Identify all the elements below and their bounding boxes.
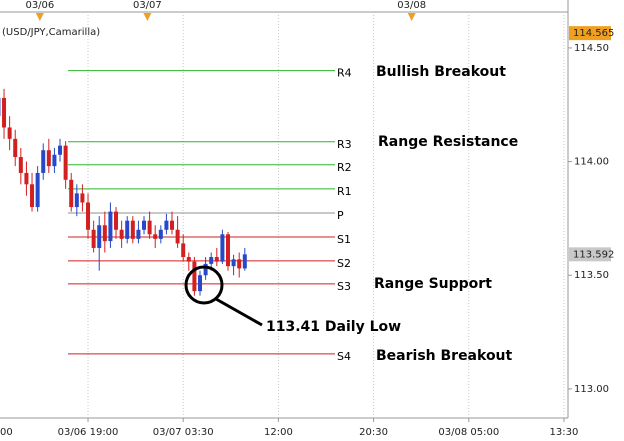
candle-body [231, 259, 236, 267]
chart-title: (USD/JPY,Camarilla) [2, 27, 100, 38]
candle-body [7, 127, 12, 139]
candle-body [119, 229, 124, 239]
x-tick-label: 03/06 19:00 [58, 427, 119, 438]
candle-body [192, 261, 197, 292]
x-tick-label: 13:30 [550, 427, 579, 438]
candle-body [18, 157, 23, 173]
candle-body [209, 257, 214, 264]
y-tick-label: 113.50 [574, 270, 609, 281]
candle-body [35, 172, 40, 208]
candle-body [52, 154, 57, 167]
candle-body [203, 263, 208, 276]
x-tick-label: 016 10:00 [0, 427, 13, 438]
annotation: Range Resistance [378, 134, 518, 150]
candle-body [186, 257, 191, 262]
candle-body [102, 225, 107, 242]
x-tick-label: 03/07 03:30 [153, 427, 214, 438]
candle-body [147, 220, 152, 235]
candle-body [142, 220, 147, 230]
candle-body [46, 150, 51, 167]
pivot-label: R4 [337, 67, 352, 80]
y-tick-label: 114.50 [574, 43, 609, 54]
session-marker [35, 13, 44, 21]
candle-body [237, 259, 242, 269]
annotation: 113.41 Daily Low [266, 319, 401, 335]
candle-body [97, 225, 102, 248]
candle-body [198, 275, 203, 292]
y-tick-label: 113.00 [574, 384, 609, 395]
pivot-label: R1 [337, 185, 352, 198]
candle-body [24, 172, 29, 185]
price-badge-label: 114.565 [573, 28, 614, 39]
candle-body [58, 145, 63, 155]
low-highlight [184, 265, 224, 305]
pivot-label: S3 [337, 280, 351, 293]
low-pointer [215, 297, 263, 327]
candle-body [41, 150, 46, 173]
annotation: Range Support [374, 276, 492, 292]
candle-body [170, 220, 175, 230]
candle-body [158, 229, 163, 239]
session-label: 03/07 [133, 0, 162, 11]
price-badge [569, 26, 611, 41]
candle-body [2, 97, 7, 128]
candle-body [175, 229, 180, 244]
candle-body [181, 243, 186, 258]
candle-body [69, 179, 74, 208]
candle-body [164, 220, 169, 230]
candle-body [80, 193, 85, 203]
candle-body [130, 220, 135, 239]
pivot-label: S4 [337, 350, 351, 363]
candle-body [86, 202, 91, 230]
candle-body [63, 145, 68, 180]
pivot-label: R3 [337, 138, 352, 151]
candle-body [13, 138, 18, 158]
x-tick-label: 20:30 [359, 427, 388, 438]
candle-body [30, 184, 35, 208]
x-tick-label: 03/08 05:00 [438, 427, 499, 438]
pivot-label: P [337, 209, 344, 222]
candle-body [114, 211, 119, 230]
session-label: 03/06 [25, 0, 54, 11]
y-tick-label: 114.00 [574, 157, 609, 168]
candle-body [153, 234, 158, 239]
annotation: Bearish Breakout [376, 348, 513, 364]
candle-body [220, 234, 225, 262]
pivot-label: S2 [337, 257, 351, 270]
candle-body [136, 229, 141, 239]
price-badge [569, 247, 611, 262]
candle-body [91, 229, 96, 248]
candle-body [226, 234, 231, 267]
candle-body [242, 254, 247, 269]
session-label: 03/08 [397, 0, 426, 11]
annotation: Bullish Breakout [376, 64, 506, 80]
session-marker [143, 13, 152, 21]
candle-body [108, 211, 113, 242]
candle-body [125, 220, 130, 239]
x-tick-label: 12:00 [264, 427, 293, 438]
price-badge-label: 113.592 [573, 249, 614, 260]
session-marker [407, 13, 416, 21]
pivot-label: S1 [337, 233, 351, 246]
candle-body [214, 257, 219, 262]
pivot-label: R2 [337, 161, 352, 174]
candle-body [74, 193, 79, 208]
